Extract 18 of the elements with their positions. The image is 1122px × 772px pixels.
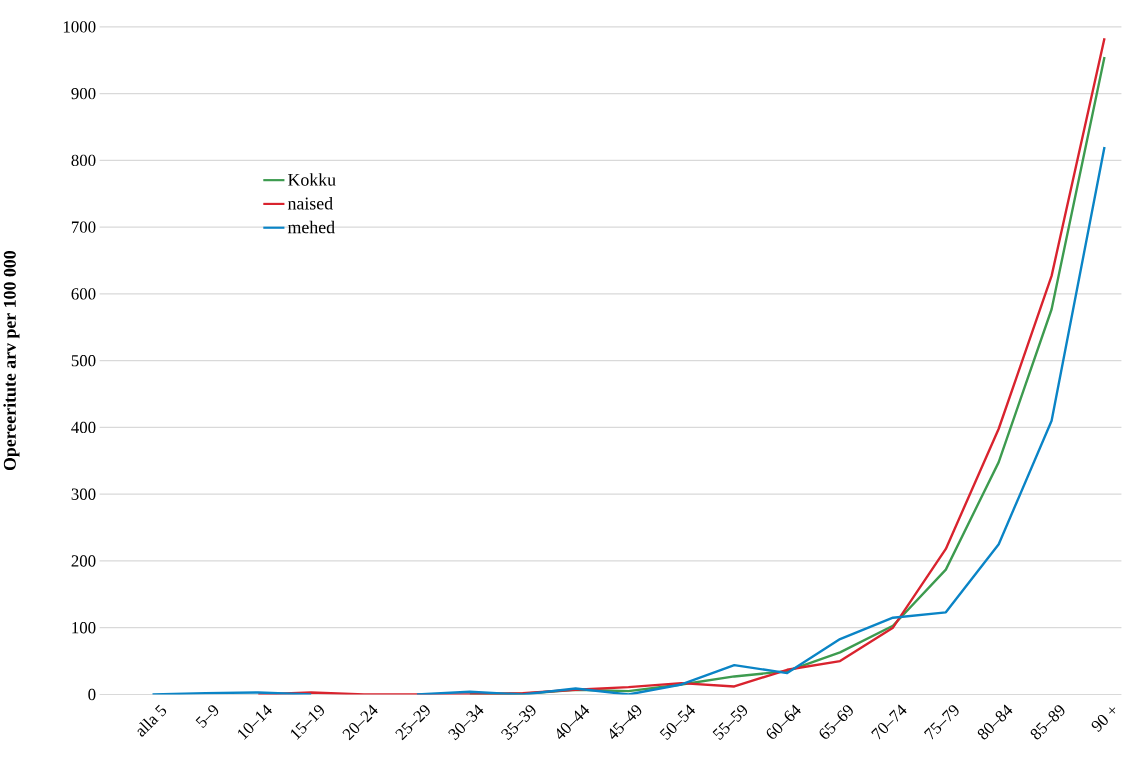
y-tick-label: 1000 [63,21,96,33]
legend-label: mehed [287,220,335,234]
x-tick-label: alla 5 [137,704,167,737]
y-axis-title: Opereeritute arv per 100 000 [3,250,20,471]
y-tick-label: 900 [71,87,96,100]
y-tick-label: 400 [71,421,96,434]
y-tick-label: 800 [71,154,96,167]
x-tick-label: 90 + [1091,707,1116,732]
x-tick-label: 5–9 [195,705,219,729]
y-tick-label: 500 [71,354,96,367]
legend-label: Kokku [288,173,336,186]
y-tick-label: 200 [71,555,96,567]
legend-label: naised [287,196,333,210]
y-tick-label: 100 [72,621,96,634]
y-tick-label: 0 [88,688,96,701]
y-tick-label: 700 [71,221,96,233]
y-tick-label: 300 [71,488,96,500]
y-tick-label: 600 [71,288,96,300]
